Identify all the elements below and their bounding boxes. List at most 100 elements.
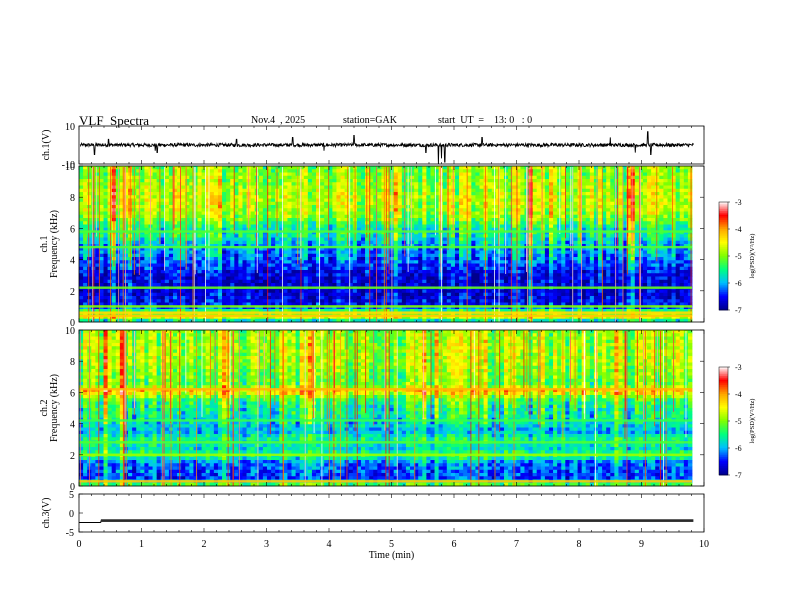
spec1-cell [344,227,350,232]
spec1-cell [687,185,693,190]
spec1-cell [99,257,104,261]
spec1-cell [459,234,464,238]
spec1-cell [397,211,403,216]
spec1-cell [414,175,419,180]
spec1-cell [651,257,656,261]
spec1-cell [373,221,378,225]
spec1-cell [87,231,92,235]
spec1-cell [630,205,636,209]
spec1-cell [189,182,194,186]
spec1-cell [487,263,493,268]
spec1-cell [234,185,239,190]
spec1-cell [659,172,664,177]
spec1-cell [377,198,382,203]
spec1-cell [279,221,284,225]
spec1-cell [95,266,100,271]
spec1-cell [360,208,366,212]
spec1-cell [598,218,603,222]
spec1-cell [422,270,427,274]
spec1-cell [226,221,231,225]
spec1-cell [213,172,219,177]
spec1-cell [283,211,288,216]
spec1-cell [589,260,595,264]
spec1-cell [352,266,358,271]
spec1-cell [181,257,186,261]
spec1-cell [197,179,202,183]
spec1-cell [638,208,644,212]
spec1-cell [520,234,525,238]
spec1-cell [561,266,566,271]
spec1-cell [222,221,227,225]
spec1-cell [279,253,284,258]
spec1-cell [360,172,366,177]
spec1-cell [659,260,664,264]
spec1-cell [217,205,223,209]
spec1-cell [540,214,546,219]
spec1-cell [226,247,231,251]
spec1-cell [553,188,558,193]
spec1-cell [209,182,215,186]
spec1-cell [369,231,374,235]
spec1-cell [479,166,484,170]
spec1-cell [340,201,346,206]
spec1-cell [442,188,448,193]
spec1-cell [123,201,129,206]
spec1-cell [516,179,521,183]
spec1-cell [422,208,427,212]
spec1-cell [626,175,632,180]
spec1-cell [548,214,554,219]
spec1-cell [655,257,660,261]
spec1-cell [328,250,333,255]
spec1-cell [397,266,403,271]
spec1-cell [647,247,652,251]
spec1-cell [683,192,689,196]
spec1-cell [479,198,484,203]
spec1-cell [504,195,509,199]
spec1-cell [181,192,186,196]
spec1-cell [512,240,517,245]
spec1-cell [540,250,546,255]
spec1-cell [642,169,648,173]
spec1-cell [565,240,570,245]
spec1-cell [87,198,92,203]
spec1-cell [262,214,268,219]
spec1-cell [561,182,566,186]
spec1-cell [581,179,587,183]
spec1-cell [446,224,452,229]
spec1-cell [634,263,640,268]
spec1-cell [622,172,628,177]
spec1-cell [630,166,636,170]
spec1-cell [369,247,374,251]
spec1-cell [209,253,215,258]
spec1-cell [553,172,558,177]
spec1-cell [548,253,554,258]
spec1-cell [181,234,186,238]
spec1-cell [307,208,313,212]
spec1-cell [283,244,288,248]
spec1-cell [356,253,362,258]
spec1-cell [495,192,501,196]
spec1-cell [385,166,390,170]
spec1-cell [373,175,378,180]
spec1-cell [397,192,403,196]
spec1-cell [168,179,174,183]
spec1-cell [651,250,656,255]
spec1-cell [687,237,693,242]
spec1-cell [569,244,574,248]
spec1-cell [316,188,321,193]
spec1-cell [520,198,525,203]
spec1-cell [344,266,350,271]
spec1-cell [606,247,611,251]
spec1-cell [544,266,550,271]
spec1-cell [168,195,174,199]
spec1-cell [516,218,521,222]
spec1-cell [103,263,109,268]
spec1-cell [287,224,292,229]
spec1-cell [258,169,264,173]
spec1-cell [606,227,611,232]
spec1-cell [659,166,664,170]
spec1-cell [205,260,211,264]
spec1-cell [287,185,292,190]
spec1-cell [454,195,460,199]
spec1-cell [622,221,628,225]
